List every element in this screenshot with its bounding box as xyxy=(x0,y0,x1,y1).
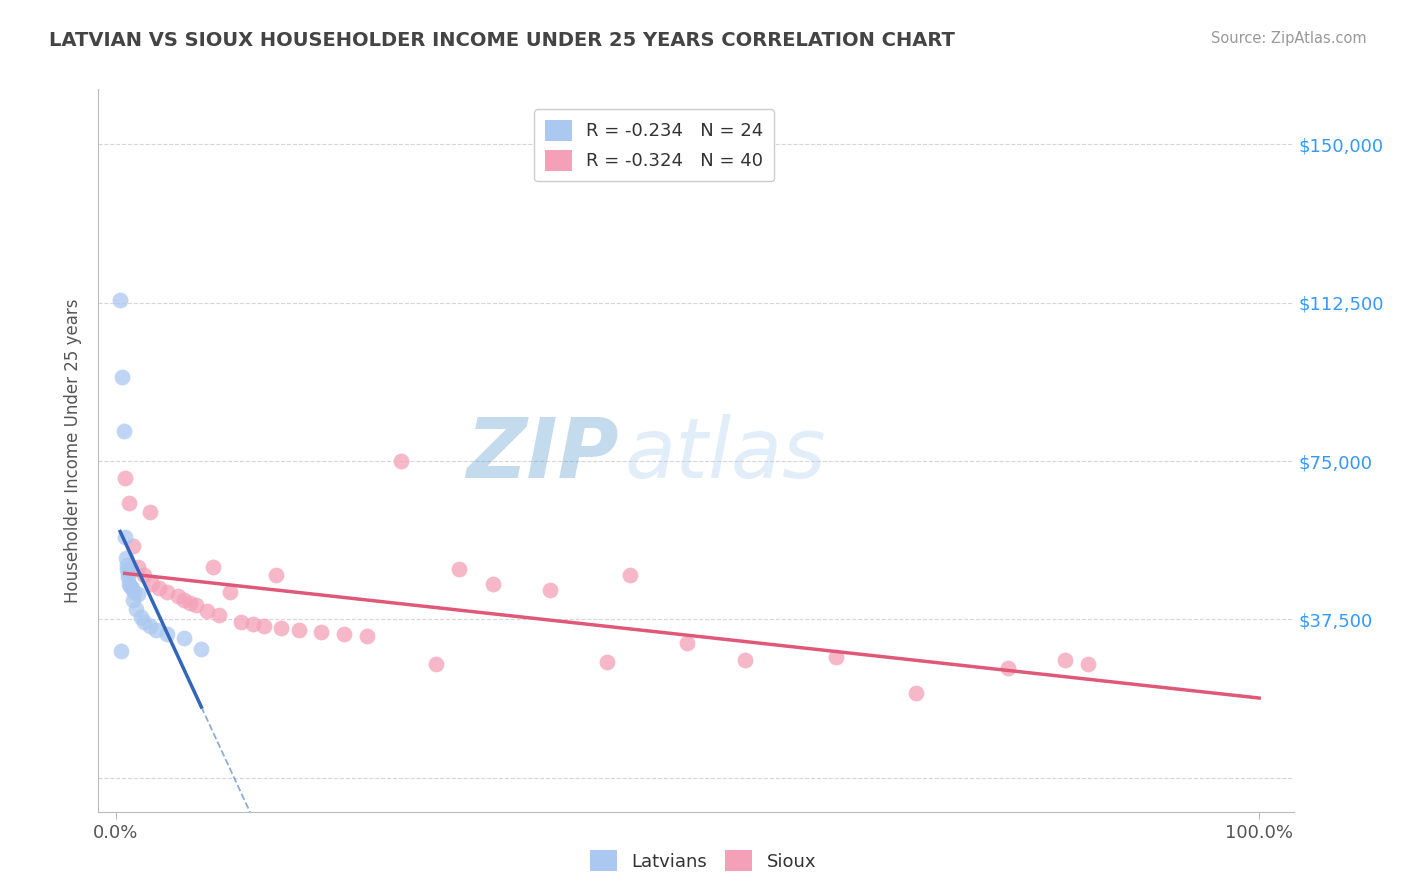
Point xyxy=(997,661,1019,675)
Legend: R = -0.234   N = 24, R = -0.324   N = 40: R = -0.234 N = 24, R = -0.324 N = 40 xyxy=(534,109,775,181)
Text: atlas: atlas xyxy=(624,414,825,494)
Point xyxy=(127,559,149,574)
Point xyxy=(173,632,195,646)
Point xyxy=(108,293,131,308)
Point xyxy=(311,625,333,640)
Point xyxy=(825,650,848,665)
Point xyxy=(139,619,162,633)
Point xyxy=(114,471,136,485)
Point xyxy=(356,629,378,643)
Point xyxy=(121,581,143,595)
Point xyxy=(117,566,139,580)
Point xyxy=(125,602,148,616)
Point xyxy=(110,644,132,658)
Text: LATVIAN VS SIOUX HOUSEHOLDER INCOME UNDER 25 YEARS CORRELATION CHART: LATVIAN VS SIOUX HOUSEHOLDER INCOME UNDE… xyxy=(49,31,955,50)
Point xyxy=(1077,657,1099,671)
Point xyxy=(184,598,207,612)
Point xyxy=(270,621,292,635)
Point xyxy=(333,627,356,641)
Point xyxy=(391,454,413,468)
Text: Source: ZipAtlas.com: Source: ZipAtlas.com xyxy=(1211,31,1367,46)
Point xyxy=(242,616,264,631)
Point xyxy=(148,581,170,595)
Point xyxy=(120,579,142,593)
Point xyxy=(129,610,152,624)
Point xyxy=(156,585,179,599)
Point xyxy=(173,593,195,607)
Point xyxy=(287,623,309,637)
Point xyxy=(190,642,212,657)
Point xyxy=(117,570,139,584)
Point xyxy=(1053,652,1076,666)
Point xyxy=(195,604,218,618)
Point xyxy=(219,585,242,599)
Point xyxy=(167,589,190,603)
Point xyxy=(114,530,136,544)
Point xyxy=(734,652,756,666)
Point xyxy=(253,619,276,633)
Point xyxy=(447,562,470,576)
Point xyxy=(118,576,141,591)
Legend: Latvians, Sioux: Latvians, Sioux xyxy=(582,843,824,879)
Point xyxy=(141,576,163,591)
Point xyxy=(111,369,134,384)
Point xyxy=(482,576,505,591)
Point xyxy=(264,568,287,582)
Point xyxy=(538,582,561,597)
Point xyxy=(905,686,928,700)
Point xyxy=(676,636,699,650)
Point xyxy=(179,596,201,610)
Point xyxy=(425,657,447,671)
Point xyxy=(139,505,162,519)
Point xyxy=(115,562,138,576)
Y-axis label: Householder Income Under 25 years: Householder Income Under 25 years xyxy=(63,298,82,603)
Point xyxy=(207,608,229,623)
Point xyxy=(115,551,138,566)
Point xyxy=(156,627,179,641)
Point xyxy=(596,655,619,669)
Point xyxy=(134,568,156,582)
Point xyxy=(121,539,143,553)
Text: ZIP: ZIP xyxy=(465,414,619,494)
Point xyxy=(201,559,224,574)
Point xyxy=(115,558,138,572)
Point xyxy=(127,587,149,601)
Point xyxy=(122,585,145,599)
Point xyxy=(121,593,143,607)
Point xyxy=(619,568,641,582)
Point xyxy=(118,496,141,510)
Point xyxy=(231,615,253,629)
Point xyxy=(145,623,167,637)
Point xyxy=(112,425,135,439)
Point xyxy=(134,615,156,629)
